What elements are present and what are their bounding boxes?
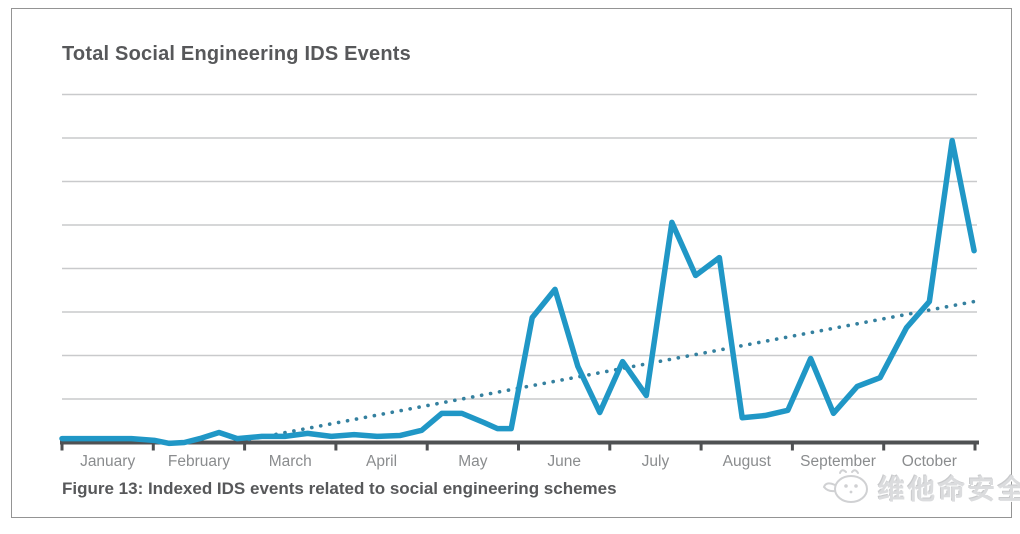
x-axis-label-may: May: [458, 453, 488, 470]
x-axis-label-january: January: [80, 453, 136, 470]
line-chart-canvas: [59, 93, 979, 451]
x-axis-label-october: October: [901, 453, 957, 470]
figure-caption: Figure 13: Indexed IDS events related to…: [62, 479, 617, 498]
x-axis-label-march: March: [268, 453, 312, 470]
x-axis-label-june: June: [547, 453, 581, 470]
chart-title: Total Social Engineering IDS Events: [62, 43, 411, 65]
x-axis-label-february: February: [167, 453, 230, 470]
x-axis-label-september: September: [800, 453, 876, 470]
data-line: [59, 137, 977, 447]
report-panel: Total Social Engineering IDS Events Janu…: [11, 8, 1020, 518]
x-axis-label-april: April: [366, 453, 398, 470]
trend-line: [247, 299, 976, 442]
watermark-mascot-icon: [822, 469, 868, 503]
watermark: 维他命安全: [820, 465, 1020, 509]
x-axis-label-august: August: [722, 453, 771, 470]
watermark-text: 维他命安全: [878, 474, 1020, 505]
x-axis-label-july: July: [641, 453, 670, 470]
